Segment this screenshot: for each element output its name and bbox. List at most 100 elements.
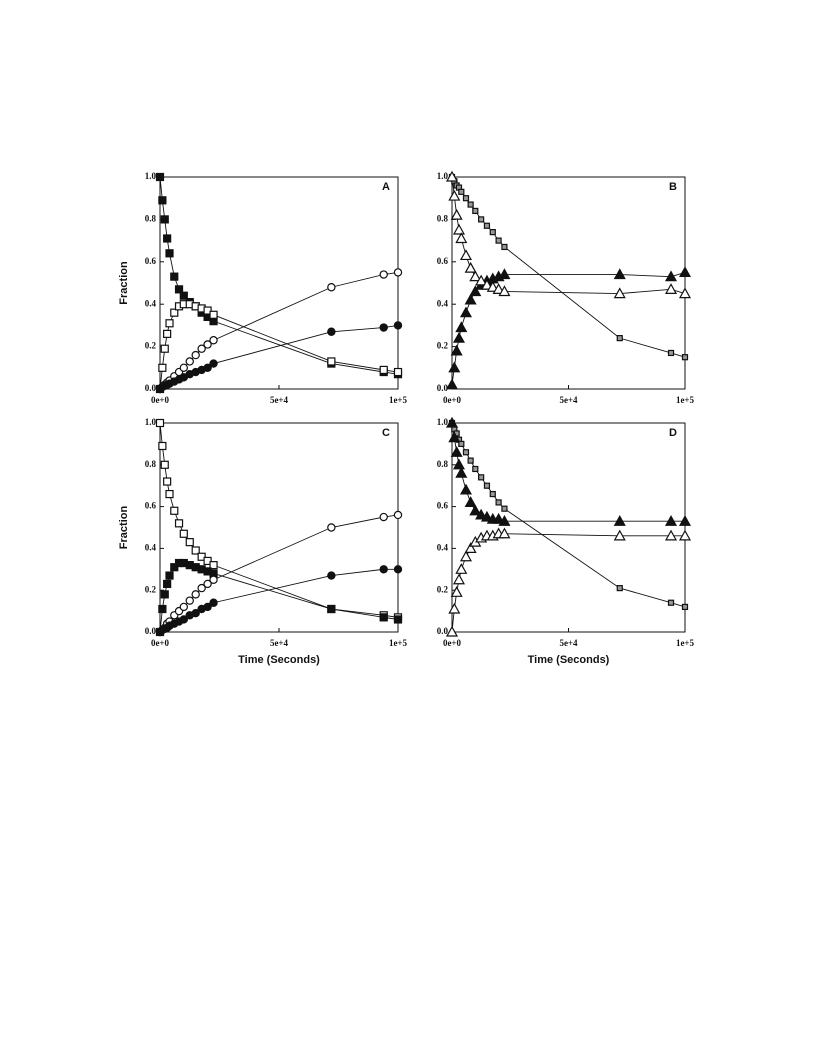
x-tick-label: 0e+0 xyxy=(443,638,462,648)
panel-label: A xyxy=(382,181,390,193)
marker xyxy=(203,363,212,372)
marker xyxy=(165,571,174,580)
marker xyxy=(498,268,511,280)
marker xyxy=(179,615,188,624)
x-axis-label: Time (Seconds) xyxy=(528,654,610,666)
y-tick-label: 0.0 xyxy=(437,626,449,636)
marker xyxy=(448,431,461,443)
marker xyxy=(678,514,692,526)
marker xyxy=(174,285,184,294)
marker xyxy=(681,354,689,361)
y-tick-label: 0.8 xyxy=(145,213,157,223)
y-tick-label: 1.0 xyxy=(145,171,157,181)
y-tick-label: 0.6 xyxy=(145,501,157,511)
marker xyxy=(158,363,167,372)
marker xyxy=(327,283,336,292)
marker xyxy=(458,188,465,195)
fit-line xyxy=(451,533,685,633)
marker xyxy=(165,319,174,328)
marker xyxy=(179,363,188,372)
marker xyxy=(191,350,200,360)
marker xyxy=(179,529,188,538)
y-tick-label: 0.2 xyxy=(437,341,449,351)
marker xyxy=(478,216,485,223)
y-tick-label: 0.0 xyxy=(145,383,157,393)
marker xyxy=(203,579,212,589)
fit-line xyxy=(159,303,399,390)
y-tick-label: 0.6 xyxy=(437,256,449,266)
marker xyxy=(170,506,179,515)
marker xyxy=(462,195,470,202)
marker xyxy=(155,172,165,182)
marker xyxy=(613,287,626,299)
marker xyxy=(464,542,477,554)
marker xyxy=(379,565,388,574)
marker xyxy=(185,538,194,547)
marker xyxy=(163,579,172,589)
marker xyxy=(492,512,505,524)
marker xyxy=(379,323,388,332)
marker xyxy=(478,474,485,481)
marker xyxy=(665,270,678,282)
marker xyxy=(462,449,470,456)
y-tick-label: 1.0 xyxy=(437,417,449,427)
marker xyxy=(613,268,626,280)
y-tick-label: 0.2 xyxy=(437,584,449,594)
marker xyxy=(467,201,474,208)
y-tick-label: 0.8 xyxy=(437,459,449,469)
marker xyxy=(163,329,172,338)
marker xyxy=(393,321,403,330)
marker xyxy=(185,596,194,605)
marker xyxy=(495,499,502,506)
marker xyxy=(445,416,459,428)
marker xyxy=(613,529,626,541)
marker xyxy=(327,357,336,366)
y-tick-label: 0.4 xyxy=(437,542,449,552)
y-tick-label: 0.8 xyxy=(437,213,449,223)
marker xyxy=(459,483,472,495)
marker xyxy=(480,510,493,522)
marker xyxy=(209,336,218,345)
marker xyxy=(209,598,218,607)
x-tick-label: 1e+5 xyxy=(389,638,408,648)
marker xyxy=(197,583,206,593)
marker xyxy=(160,344,169,353)
fit-line xyxy=(451,176,686,358)
marker xyxy=(209,575,218,584)
marker xyxy=(158,604,167,614)
marker xyxy=(170,272,179,281)
marker xyxy=(379,365,388,375)
marker xyxy=(469,270,482,282)
marker xyxy=(165,249,174,258)
marker xyxy=(667,349,675,357)
marker xyxy=(665,283,678,294)
y-tick-label: 0.0 xyxy=(145,626,157,636)
marker xyxy=(174,519,184,528)
marker xyxy=(393,565,403,574)
marker xyxy=(209,561,218,570)
marker xyxy=(489,229,496,236)
marker xyxy=(450,446,463,457)
marker xyxy=(489,490,496,498)
y-tick-label: 0.0 xyxy=(437,383,449,393)
x-tick-label: 1e+5 xyxy=(389,395,408,405)
x-tick-label: 0e+0 xyxy=(151,395,170,405)
marker xyxy=(393,615,403,624)
marker xyxy=(455,563,468,574)
marker xyxy=(203,556,212,566)
marker xyxy=(327,571,336,580)
y-tick-label: 0.2 xyxy=(145,341,157,351)
marker xyxy=(191,590,200,599)
marker xyxy=(501,243,508,251)
panel-label: C xyxy=(382,427,390,439)
marker xyxy=(163,234,172,243)
marker xyxy=(678,529,692,541)
marker xyxy=(179,291,188,300)
x-tick-label: 5e+4 xyxy=(270,395,289,405)
marker xyxy=(448,189,461,201)
marker xyxy=(459,550,472,562)
fit-line xyxy=(451,422,686,608)
marker xyxy=(448,602,461,614)
